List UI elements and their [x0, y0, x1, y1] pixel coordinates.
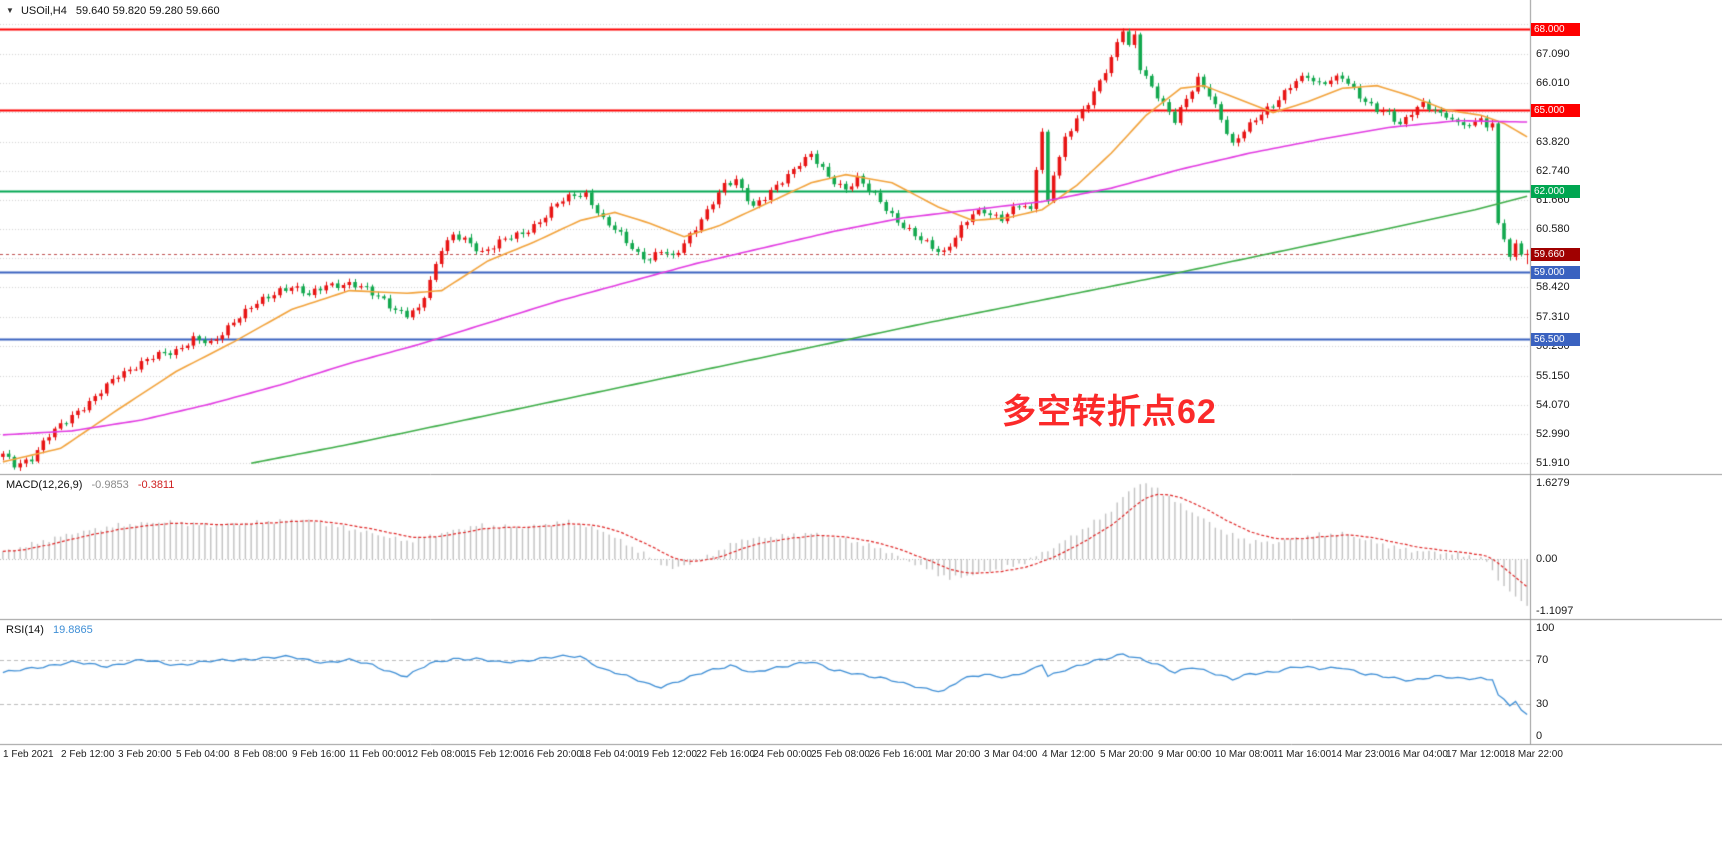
time-label: 11 Feb 00:00: [349, 749, 408, 760]
rsi-axis-label: 100: [1536, 622, 1555, 634]
price-axis-label: 52.990: [1536, 428, 1570, 440]
time-label: 25 Feb 08:00: [811, 749, 870, 760]
price-axis-label: 67.090: [1536, 48, 1570, 60]
macd-axis-label: 1.6279: [1536, 477, 1570, 489]
price-level-label: 65.000: [1531, 104, 1580, 117]
price-axis-label: 62.740: [1536, 165, 1570, 177]
rsi-value: 19.8865: [52, 624, 93, 636]
time-label: 16 Feb 20:00: [523, 749, 582, 760]
price-level-label: 59.000: [1531, 266, 1580, 279]
macd-main-value: -0.9853: [91, 479, 129, 491]
time-label: 14 Mar 23:00: [1331, 749, 1390, 760]
macd-label: MACD(12,26,9): [6, 479, 83, 491]
chart-marker-icon: ▼: [6, 6, 14, 15]
time-label: 17 Mar 12:00: [1446, 749, 1505, 760]
chart-title: ▼ USOil,H4 59.640 59.820 59.280 59.660: [6, 5, 220, 17]
time-label: 9 Feb 16:00: [292, 749, 346, 760]
time-label: 1 Mar 20:00: [927, 749, 981, 760]
price-axis-label: 51.910: [1536, 457, 1570, 469]
time-label: 12 Feb 08:00: [407, 749, 466, 760]
time-label: 8 Feb 08:00: [234, 749, 288, 760]
price-axis-label: 66.010: [1536, 77, 1570, 89]
time-label: 15 Feb 12:00: [465, 749, 524, 760]
annotation-text[interactable]: 多空转折点62: [1002, 393, 1217, 431]
time-label: 18 Mar 22:00: [1504, 749, 1563, 760]
time-label: 5 Feb 04:00: [176, 749, 230, 760]
rsi-axis-label: 0: [1536, 730, 1543, 742]
time-label: 26 Feb 16:00: [869, 749, 928, 760]
time-label: 10 Mar 08:00: [1215, 749, 1274, 760]
price-axis-label: 58.420: [1536, 281, 1570, 293]
macd-signal-value: -0.3811: [137, 479, 175, 491]
time-label: 2 Feb 12:00: [61, 749, 115, 760]
ohlc-values: 59.640 59.820 59.280 59.660: [75, 5, 220, 17]
macd-title: MACD(12,26,9) -0.9853 -0.3811: [6, 479, 174, 491]
price-axis-label: 55.150: [1536, 370, 1570, 382]
time-label: 5 Mar 20:00: [1100, 749, 1154, 760]
time-label: 18 Feb 04:00: [580, 749, 639, 760]
macd-axis-label: -1.1097: [1536, 605, 1574, 617]
macd-axis-label: 0.00: [1536, 553, 1558, 565]
price-axis-label: 54.070: [1536, 399, 1570, 411]
price-axis-label: 63.820: [1536, 136, 1570, 148]
rsi-axis-label: 30: [1536, 698, 1549, 710]
time-label: 3 Feb 20:00: [118, 749, 172, 760]
price-level-label: 68.000: [1531, 23, 1580, 36]
rsi-label: RSI(14): [6, 624, 44, 636]
time-label: 4 Mar 12:00: [1042, 749, 1096, 760]
rsi-title: RSI(14) 19.8865: [6, 624, 93, 636]
time-label: 1 Feb 2021: [3, 749, 54, 760]
time-label: 9 Mar 00:00: [1158, 749, 1212, 760]
price-axis-label: 60.580: [1536, 223, 1570, 235]
time-label: 24 Feb 00:00: [753, 749, 812, 760]
time-label: 19 Feb 12:00: [638, 749, 697, 760]
time-label: 16 Mar 04:00: [1389, 749, 1448, 760]
time-label: 11 Mar 16:00: [1273, 749, 1332, 760]
price-axis-label: 57.310: [1536, 311, 1570, 323]
price-level-label: 56.500: [1531, 333, 1580, 346]
time-label: 3 Mar 04:00: [984, 749, 1038, 760]
current-price-label: 59.660: [1531, 248, 1580, 261]
rsi-axis-label: 70: [1536, 654, 1549, 666]
symbol-timeframe: USOil,H4: [20, 5, 67, 17]
time-label: 22 Feb 16:00: [696, 749, 755, 760]
price-level-label: 62.000: [1531, 185, 1580, 198]
